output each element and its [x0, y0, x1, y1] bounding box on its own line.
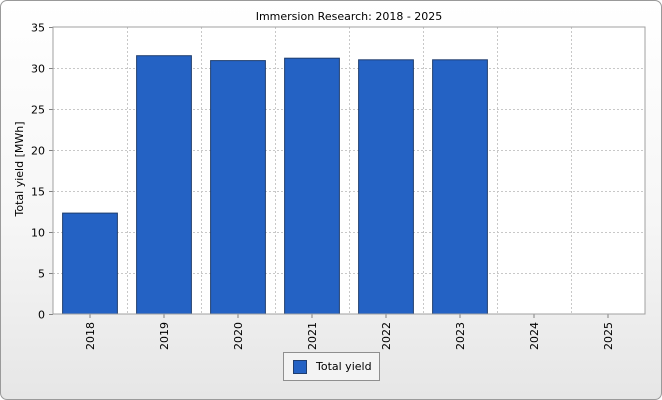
y-tick-label: 5 — [38, 268, 45, 281]
y-tick-label: 35 — [31, 22, 45, 35]
x-tick-label: 2018 — [84, 322, 97, 350]
y-tick-label: 0 — [38, 309, 45, 322]
x-tick-label: 2020 — [232, 322, 245, 350]
y-tick-label: 25 — [31, 104, 45, 117]
y-tick-label: 30 — [31, 63, 45, 76]
bar-2021 — [284, 57, 340, 315]
x-tick-label: 2019 — [158, 322, 171, 350]
bar-2022 — [358, 59, 414, 315]
x-tick-label: 2023 — [454, 322, 467, 350]
bar-series — [62, 55, 488, 315]
y-tick-label: 20 — [31, 145, 45, 158]
bar-2018 — [62, 212, 118, 315]
bar-2019 — [136, 55, 192, 315]
x-tick-label: 2021 — [306, 322, 319, 350]
bar-2020 — [210, 60, 266, 315]
y-tick-label: 10 — [31, 227, 45, 240]
x-tick-label: 2024 — [528, 322, 541, 350]
bar-2023 — [432, 59, 488, 315]
y-axis-label: Total yield [MWh] — [13, 122, 26, 218]
x-axis-ticks: 2018 2019 2020 2021 2022 2023 2024 2025 — [84, 314, 615, 350]
plot-border — [52, 26, 646, 315]
legend: Total yield — [283, 352, 380, 381]
x-tick-label: 2025 — [602, 322, 615, 350]
chart-title: Immersion Research: 2018 - 2025 — [256, 10, 443, 23]
legend-label: Total yield — [316, 360, 372, 373]
legend-swatch — [293, 359, 307, 374]
y-tick-label: 15 — [31, 186, 45, 199]
x-tick-label: 2022 — [380, 322, 393, 350]
y-axis-ticks: 0 5 10 15 20 25 30 35 — [31, 22, 53, 322]
grid-lines — [53, 27, 645, 314]
